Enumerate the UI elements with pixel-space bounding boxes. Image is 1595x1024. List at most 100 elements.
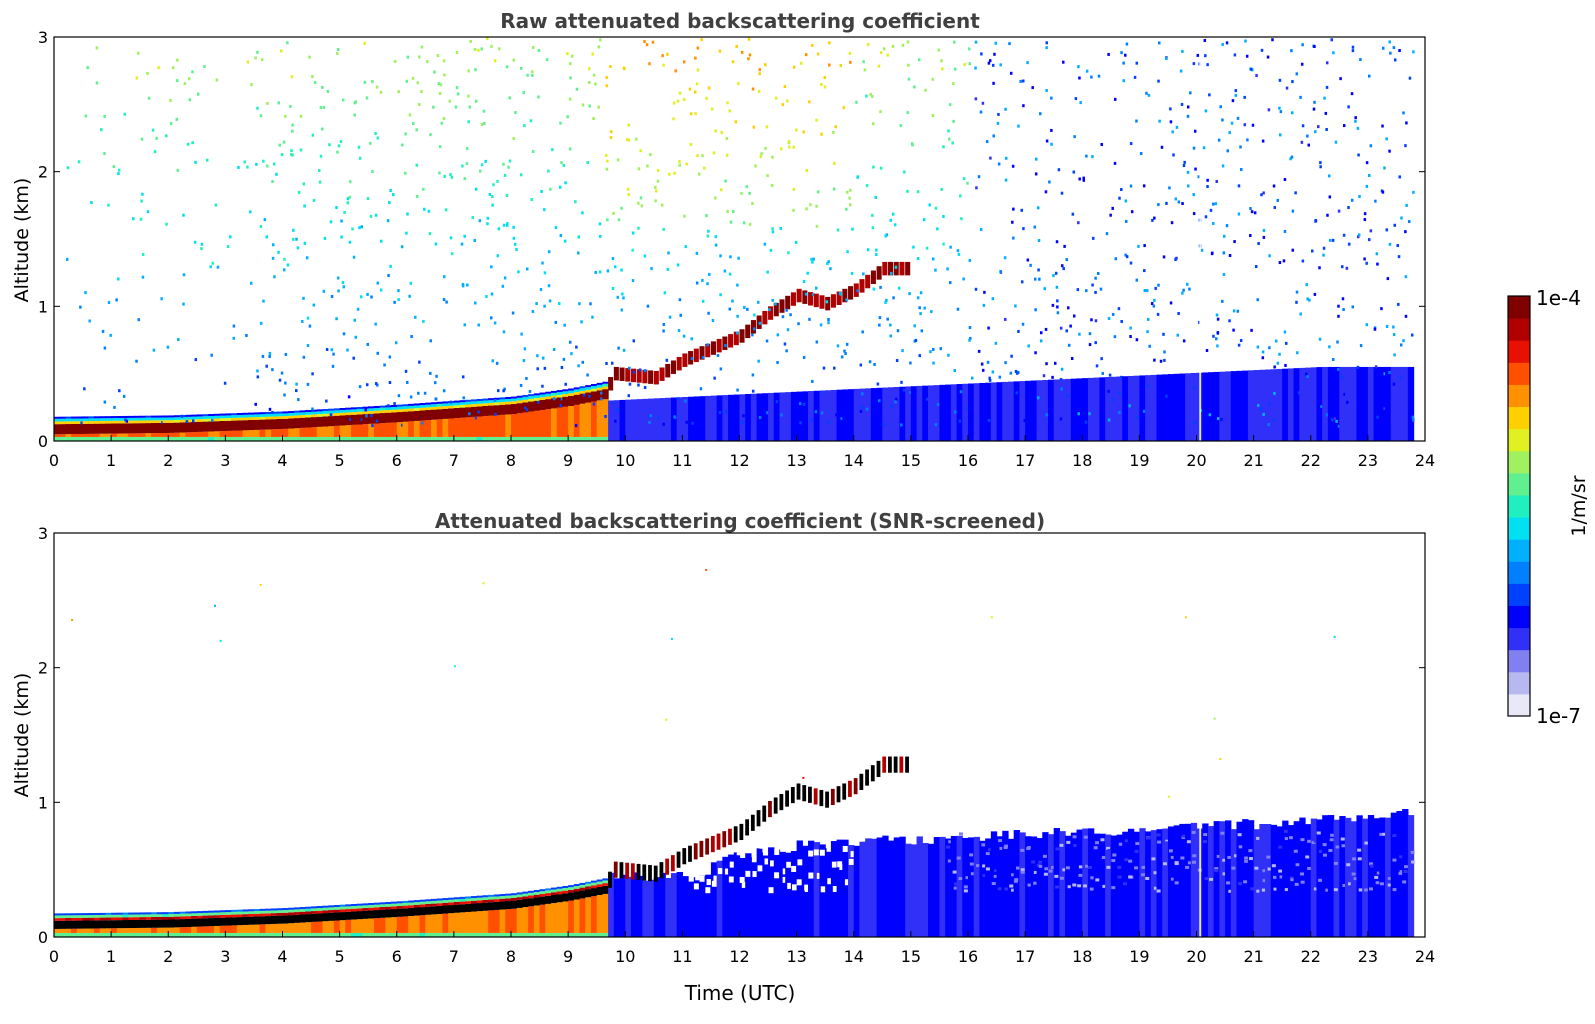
noise-speck	[1055, 285, 1059, 289]
noise-speck	[637, 383, 640, 387]
noise-speck	[291, 153, 294, 157]
backscatter-cell	[219, 925, 226, 933]
backscatter-cell	[248, 932, 255, 937]
noise-speck	[1278, 869, 1283, 873]
cloud-cell	[722, 831, 727, 848]
noise-speck	[956, 856, 961, 860]
cloud-cell	[716, 833, 721, 850]
backscatter-cell	[602, 436, 609, 441]
noise-speck	[1153, 216, 1156, 220]
noise-speck	[695, 82, 699, 86]
cloud-cell	[710, 341, 716, 355]
backscatter-cell	[333, 909, 341, 913]
noise-speck	[1337, 209, 1341, 213]
backscatter-cell	[356, 908, 364, 912]
cloud-cell	[739, 823, 744, 841]
backscatter-cell	[402, 411, 409, 422]
noise-speck	[305, 256, 309, 260]
noise-speck	[985, 867, 990, 871]
noise-speck	[966, 181, 969, 185]
backscatter-cell	[539, 893, 546, 897]
noise-speck	[165, 222, 168, 226]
backscatter-cell	[539, 904, 546, 933]
noise-speck	[1392, 333, 1396, 337]
noise-speck	[580, 320, 583, 324]
noise-speck	[429, 339, 432, 343]
noise-speck	[1026, 61, 1029, 65]
backscatter-cell	[299, 932, 306, 937]
noise-speck	[475, 99, 478, 103]
backscatter-cell	[173, 916, 181, 920]
cloud-cell	[819, 295, 825, 309]
backscatter-cell	[1007, 838, 1015, 937]
backscatter-cell	[1190, 372, 1198, 441]
noise-speck	[200, 247, 203, 251]
backscatter-cell	[396, 404, 404, 407]
backscatter-cell	[1276, 368, 1283, 441]
noise-speck	[1033, 870, 1038, 874]
noise-speck	[335, 206, 338, 210]
backscatter-cell	[488, 405, 495, 416]
backscatter-cell	[236, 909, 244, 912]
backscatter-cell	[76, 436, 84, 441]
noise-speck	[860, 405, 864, 409]
backscatter-cell	[311, 913, 318, 922]
backscatter-cell	[76, 913, 84, 916]
backscatter-cell	[162, 436, 169, 441]
backscatter-cell	[528, 898, 535, 907]
backscatter-cell	[893, 837, 901, 937]
noise-speck	[397, 298, 400, 302]
noise-speck	[991, 63, 995, 67]
noise-speck	[1170, 855, 1175, 859]
backscatter-cell	[431, 402, 438, 405]
noise-speck	[1204, 215, 1208, 219]
noise-speck	[77, 160, 81, 164]
backscatter-cell	[373, 423, 381, 437]
backscatter-cell	[579, 388, 586, 391]
noise-speck	[1045, 362, 1048, 366]
noise-speck	[157, 66, 160, 70]
backscatter-cell	[65, 920, 72, 929]
backscatter-cell	[168, 912, 175, 915]
data-gap-line	[1199, 37, 1201, 441]
noise-speck	[1028, 418, 1031, 422]
noise-speck	[954, 882, 959, 886]
noise-speck	[443, 275, 446, 279]
noise-speck	[1404, 314, 1408, 318]
screened-gap	[705, 887, 711, 894]
noise-speck	[627, 394, 630, 398]
noise-speck	[280, 153, 284, 157]
noise-speck	[747, 37, 751, 41]
noise-speck	[1398, 871, 1403, 875]
backscatter-cell	[773, 849, 781, 937]
noise-speck	[1106, 865, 1111, 869]
backscatter-cell	[151, 436, 158, 441]
backscatter-cell	[402, 404, 409, 407]
cloud-cell	[750, 814, 755, 831]
cloud-cell	[745, 324, 751, 339]
backscatter-cell	[396, 906, 404, 909]
cloud-cell	[705, 343, 711, 358]
noise-speck	[1237, 343, 1241, 347]
x-tick-label: 20	[1186, 947, 1206, 966]
noise-speck	[1335, 419, 1338, 423]
backscatter-cell	[882, 835, 889, 937]
backscatter-cell	[316, 409, 324, 412]
backscatter-cell	[1036, 838, 1043, 937]
backscatter-cell	[345, 909, 352, 912]
backscatter-cell	[208, 421, 215, 432]
noise-speck	[468, 105, 472, 109]
noise-speck	[299, 148, 303, 152]
noise-speck	[937, 48, 941, 52]
noise-speck	[812, 293, 815, 297]
noise-speck	[1285, 341, 1288, 345]
noise-speck	[906, 111, 910, 115]
noise-speck	[536, 354, 539, 358]
noise-speck	[1163, 350, 1166, 354]
noise-speck	[685, 420, 688, 424]
backscatter-cell	[351, 908, 358, 912]
noise-speck	[1322, 843, 1327, 847]
backscatter-cell	[133, 436, 141, 441]
noise-speck	[1327, 174, 1331, 178]
noise-speck	[540, 189, 543, 193]
